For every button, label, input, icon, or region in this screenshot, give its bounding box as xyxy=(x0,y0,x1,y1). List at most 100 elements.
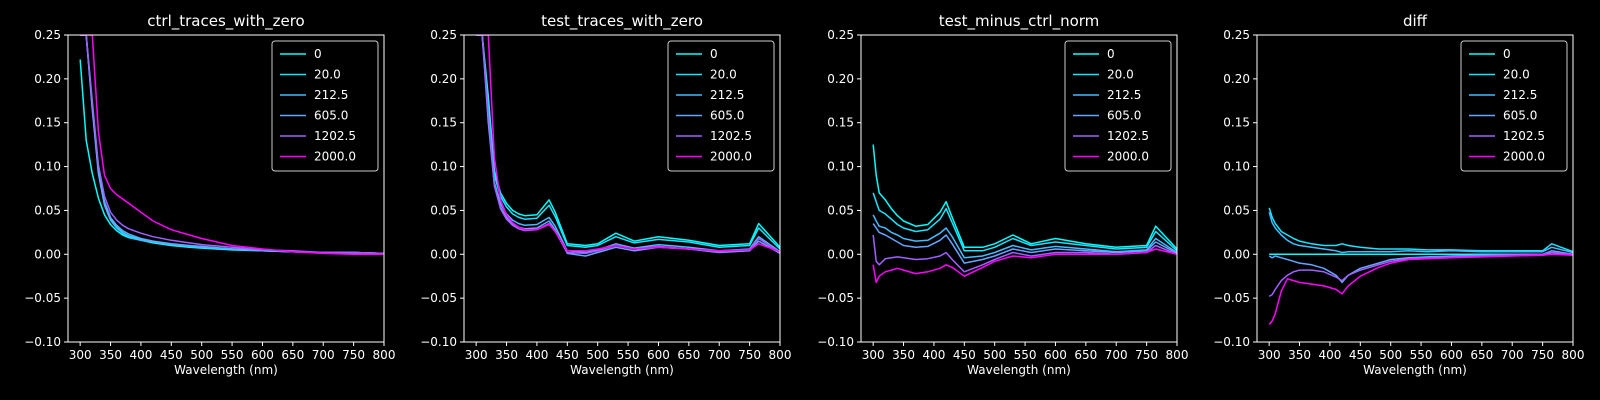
x-tick-label: 550 xyxy=(617,348,640,362)
y-tick-label: 0.10 xyxy=(1223,160,1250,174)
x-tick-label: 450 xyxy=(1349,348,1372,362)
y-tick-label: 0.00 xyxy=(827,247,854,261)
legend-label: 1202.5 xyxy=(710,129,752,143)
y-tick-label: 0.20 xyxy=(827,72,854,86)
legend-label: 0 xyxy=(710,47,718,61)
x-tick-label: 300 xyxy=(69,348,92,362)
y-tick-label: 0.05 xyxy=(34,203,61,217)
x-tick-label: 750 xyxy=(1531,348,1554,362)
x-tick-label: 700 xyxy=(708,348,731,362)
x-tick-label: 650 xyxy=(281,348,304,362)
x-axis-label: Wavelength (nm) xyxy=(1363,363,1467,377)
x-tick-label: 650 xyxy=(677,348,700,362)
x-tick-label: 350 xyxy=(892,348,915,362)
y-tick-label: 0.05 xyxy=(827,203,854,217)
x-tick-label: 350 xyxy=(99,348,122,362)
x-tick-label: 600 xyxy=(647,348,670,362)
legend-label: 605.0 xyxy=(314,109,348,123)
legend-label: 605.0 xyxy=(710,109,744,123)
series-line-212-5 xyxy=(476,35,780,254)
x-tick-label: 450 xyxy=(953,348,976,362)
legend-label: 605.0 xyxy=(1107,109,1141,123)
legend-label: 1202.5 xyxy=(1107,129,1149,143)
x-tick-label: 550 xyxy=(221,348,244,362)
chart-title: ctrl_traces_with_zero xyxy=(147,12,304,31)
x-tick-label: 350 xyxy=(1288,348,1311,362)
legend-label: 1202.5 xyxy=(314,129,356,143)
series-line-1202-5 xyxy=(872,234,1177,273)
y-tick-label: 0.20 xyxy=(34,72,61,86)
legend-label: 212.5 xyxy=(1107,88,1141,102)
x-tick-label: 750 xyxy=(342,348,365,362)
y-tick-label: 0.10 xyxy=(430,160,457,174)
subplot-3: test_minus_ctrl_norm 300 350 400 450 500 550 60… xyxy=(817,12,1188,377)
x-tick-label: 400 xyxy=(129,348,152,362)
legend-label: 2000.0 xyxy=(1503,150,1545,164)
y-tick-label: −0.05 xyxy=(420,291,457,305)
y-tick-label: 0.15 xyxy=(1223,116,1250,130)
chart-title: test_traces_with_zero xyxy=(541,12,703,31)
y-tick-label: 0.20 xyxy=(1223,72,1250,86)
legend-label: 2000.0 xyxy=(314,150,356,164)
x-tick-label: 450 xyxy=(556,348,579,362)
subplot-1: ctrl_traces_with_zero 300 350 400 450 500 550 6… xyxy=(24,12,395,377)
subplot-2: test_traces_with_zero 300 350 400 450 500 550 6… xyxy=(420,12,791,377)
y-tick-label: 0.25 xyxy=(1223,28,1250,42)
y-tick-label: 0.00 xyxy=(34,247,61,261)
legend-label: 20.0 xyxy=(314,68,341,82)
y-tick-label: −0.05 xyxy=(817,291,854,305)
x-tick-label: 350 xyxy=(495,348,518,362)
x-tick-label: 800 xyxy=(769,348,792,362)
legend-label: 212.5 xyxy=(314,88,348,102)
legend-label: 2000.0 xyxy=(1107,150,1149,164)
x-tick-label: 600 xyxy=(1044,348,1067,362)
x-tick-label: 300 xyxy=(1258,348,1281,362)
x-tick-label: 300 xyxy=(862,348,885,362)
legend-label: 1202.5 xyxy=(1503,129,1545,143)
x-tick-label: 600 xyxy=(251,348,274,362)
y-tick-label: −0.10 xyxy=(1213,335,1250,349)
x-tick-label: 700 xyxy=(1105,348,1128,362)
x-axis-label: Wavelength (nm) xyxy=(570,363,674,377)
series-line-605-0 xyxy=(872,223,1177,264)
series-line-2000-0 xyxy=(1268,253,1573,325)
x-tick-label: 400 xyxy=(525,348,548,362)
series-line-1202-5 xyxy=(1268,251,1573,298)
y-tick-label: 0.25 xyxy=(430,28,457,42)
y-tick-label: −0.05 xyxy=(1213,291,1250,305)
axes-frame xyxy=(860,34,1178,343)
series-line-20-0 xyxy=(872,192,1177,252)
x-tick-label: 650 xyxy=(1074,348,1097,362)
x-axis-label: Wavelength (nm) xyxy=(174,363,278,377)
x-tick-label: 800 xyxy=(1166,348,1189,362)
y-tick-label: 0.05 xyxy=(430,203,457,217)
y-tick-label: −0.10 xyxy=(24,335,61,349)
legend-box xyxy=(271,40,379,172)
legend-label: 0 xyxy=(314,47,322,61)
series-line-2000-0 xyxy=(80,35,384,256)
legend-box xyxy=(1460,40,1568,172)
x-tick-label: 500 xyxy=(586,348,609,362)
legend-label: 212.5 xyxy=(1503,88,1537,102)
series-line-2000-0 xyxy=(476,35,780,253)
legend-label: 605.0 xyxy=(1503,109,1537,123)
series-line-0 xyxy=(872,144,1177,250)
x-tick-label: 750 xyxy=(1135,348,1158,362)
x-tick-label: 400 xyxy=(1318,348,1341,362)
x-tick-label: 650 xyxy=(1470,348,1493,362)
x-tick-label: 300 xyxy=(465,348,488,362)
x-tick-label: 450 xyxy=(160,348,183,362)
x-tick-label: 400 xyxy=(922,348,945,362)
series-line-2000-0 xyxy=(872,248,1177,284)
x-tick-label: 700 xyxy=(312,348,335,362)
x-tick-label: 500 xyxy=(1379,348,1402,362)
x-tick-label: 800 xyxy=(1562,348,1585,362)
legend-label: 20.0 xyxy=(1503,68,1530,82)
y-tick-label: 0.25 xyxy=(827,28,854,42)
x-tick-label: 500 xyxy=(983,348,1006,362)
y-tick-label: 0.15 xyxy=(34,116,61,130)
legend-label: 2000.0 xyxy=(710,150,752,164)
axes-frame xyxy=(1256,34,1574,343)
